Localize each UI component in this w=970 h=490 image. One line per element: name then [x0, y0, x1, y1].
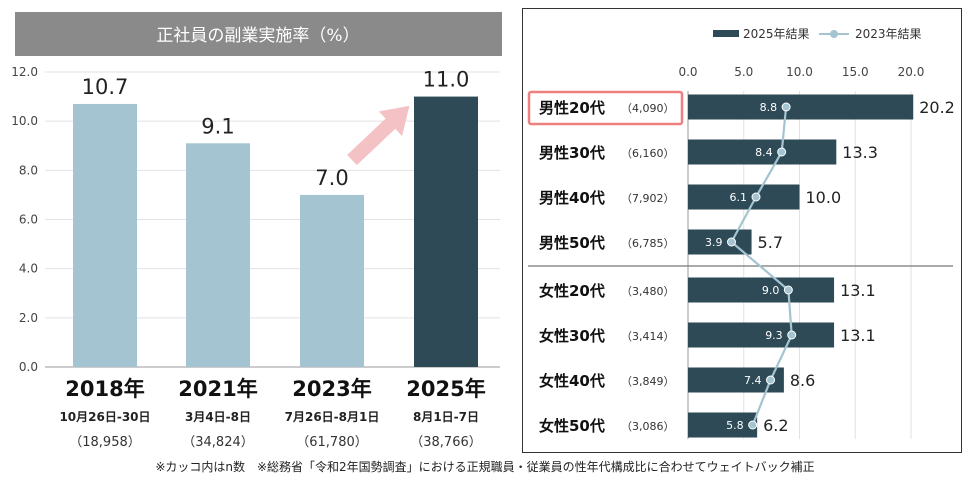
highlight-box [527, 90, 684, 126]
x-period-label: 7月26日-8月1日 [285, 410, 380, 424]
bar-2025-value-label: 8.6 [790, 371, 815, 390]
category-label: 女性40代 [539, 372, 605, 390]
line-2023 [730, 106, 793, 426]
x-tick-label: 10.0 [786, 65, 813, 79]
point-2023-value-label: 6.1 [730, 191, 748, 204]
y-tick-label: 8.0 [19, 163, 38, 177]
sample-label: （7,902） [621, 192, 675, 205]
x-tick-label: 20.0 [898, 65, 925, 79]
legend-label-2023: 2023年結果 [855, 27, 922, 41]
x-category-label: 2021年 [178, 377, 257, 401]
bar-2025-value-label: 10.0 [806, 188, 842, 207]
bar-2025-value-label: 13.1 [840, 326, 876, 345]
bar-value-label: 10.7 [82, 75, 129, 99]
yearly-chart-svg: 正社員の副業実施率（%） 0.0 2.0 4.0 6.0 8.0 10.0 12.0 10.7 2… [11, 12, 502, 450]
point-2023 [751, 192, 761, 202]
sample-label: （3,086） [621, 420, 675, 433]
bar-2025-value-label: 6.2 [763, 416, 788, 435]
legend-swatch-2025 [713, 30, 739, 37]
bar-value-label: 7.0 [315, 166, 348, 190]
y-tick-label: 2.0 [19, 311, 38, 325]
x-period-label: 10月26日-30日 [59, 410, 150, 424]
point-2023-value-label: 5.8 [726, 419, 744, 432]
point-2023-value-label: 9.3 [765, 329, 783, 342]
sample-label: （3,849） [621, 375, 675, 388]
x-sample-label: （34,824） [182, 435, 254, 450]
chart-title-band [15, 12, 502, 56]
bar-2023年 [300, 194, 364, 367]
point-2023 [787, 330, 797, 340]
y-tick-label: 4.0 [19, 262, 38, 276]
x-period-label: 3月4日-8日 [185, 410, 251, 424]
x-category-label: 2018年 [65, 377, 144, 401]
category-label: 女性30代 [539, 327, 605, 345]
bar-2018年 [73, 103, 137, 367]
sample-label: （4,090） [621, 102, 675, 115]
increase-arrow [347, 105, 410, 166]
chart-title: 正社員の副業実施率（%） [156, 26, 359, 46]
category-label: 男性30代 [539, 144, 605, 162]
category-label: 男性20代 [539, 99, 605, 117]
point-2023 [726, 237, 736, 247]
x-period-label: 8月1日-7日 [413, 410, 479, 424]
point-2023-value-label: 8.4 [755, 146, 773, 159]
bar-2025-男性20代 [688, 94, 914, 120]
x-sample-label: （38,766） [410, 435, 482, 450]
y-tick-label: 10.0 [11, 114, 38, 128]
bar-2025-value-label: 20.2 [919, 98, 955, 117]
age-gender-side-job-chart: 2025年結果2023年結果0.05.010.015.020.02男性20代（4… [522, 8, 962, 453]
bar-2025年 [414, 96, 478, 367]
category-label: 女性20代 [539, 282, 605, 300]
bar-2025-value-label: 5.7 [758, 233, 783, 252]
category-label: 女性50代 [539, 417, 605, 435]
bar-2025-value-label: 13.3 [842, 143, 878, 162]
x-tick-label: 0.0 [678, 65, 697, 79]
category-label: 男性40代 [539, 189, 605, 207]
legend-marker-2023 [830, 30, 838, 38]
footnote: ※カッコ内はn数 ※総務省「令和2年国勢調査」における正規職員・従業員の性年代構… [155, 460, 815, 474]
y-tick-label: 0.0 [19, 360, 38, 374]
bar-2025-男性40代 [688, 184, 800, 210]
bar-value-label: 11.0 [423, 68, 470, 92]
x-tick-label: 5.0 [734, 65, 753, 79]
sample-label: （3,414） [621, 330, 675, 343]
legend-label-2025: 2025年結果 [743, 27, 810, 41]
category-label: 男性50代 [539, 234, 605, 252]
y-tick-label: 6.0 [19, 213, 38, 227]
point-2023-value-label: 3.9 [705, 236, 723, 249]
bar-2025-value-label: 13.1 [840, 281, 876, 300]
bar-value-label: 9.1 [201, 114, 234, 138]
sample-label: （3,480） [621, 285, 675, 298]
x-sample-label: （61,780） [296, 435, 368, 450]
x-category-label: 2023年 [292, 377, 371, 401]
x-sample-label: （18,958） [69, 435, 141, 450]
point-2023 [781, 102, 791, 112]
point-2023 [748, 420, 758, 430]
sample-label: （6,160） [621, 147, 675, 160]
x-category-label: 2025年 [406, 377, 485, 401]
bar-2025-男性30代 [688, 139, 837, 165]
sample-label: （6,785） [621, 237, 675, 250]
point-2023 [783, 285, 793, 295]
point-2023-value-label: 7.4 [744, 374, 762, 387]
bar-2025-女性50代 [688, 412, 758, 438]
bar-2025-女性20代 [688, 277, 835, 303]
point-2023 [777, 147, 787, 157]
point-2023 [766, 375, 776, 385]
x-tick-label: 15.0 [842, 65, 869, 79]
age-gender-chart-svg: 2025年結果2023年結果0.05.010.015.020.02男性20代（4… [527, 27, 955, 439]
point-2023-value-label: 8.8 [760, 101, 778, 114]
point-2023-value-label: 9.0 [762, 284, 780, 297]
bar-2025-女性30代 [688, 322, 835, 348]
yearly-side-job-rate-chart: 正社員の副業実施率（%） 0.0 2.0 4.0 6.0 8.0 10.0 12.0 10.7 2… [0, 0, 515, 460]
bar-2021年 [186, 143, 250, 367]
y-tick-label: 12.0 [11, 65, 38, 79]
